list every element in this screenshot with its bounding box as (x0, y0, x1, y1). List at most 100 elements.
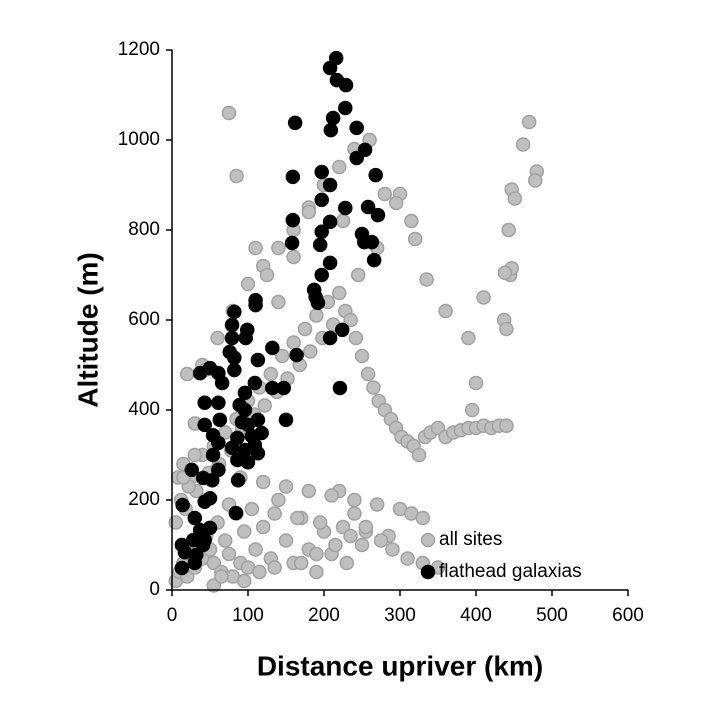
point (322, 60, 338, 76)
point (278, 533, 294, 548)
point (301, 204, 317, 220)
point (265, 340, 280, 356)
point (237, 402, 253, 418)
point (400, 551, 415, 566)
x-tick-label: 400 (460, 605, 492, 626)
legend-label: flathead galaxias (439, 561, 582, 582)
y-tick-label: 800 (128, 219, 160, 240)
point (217, 533, 233, 548)
point (309, 308, 324, 323)
point (250, 412, 266, 428)
point (175, 497, 190, 513)
point (464, 402, 480, 418)
point (407, 231, 423, 247)
point (415, 510, 431, 526)
point (411, 447, 427, 463)
y-axis-label: Altitude (m) (72, 252, 103, 408)
point (324, 488, 339, 503)
x-axis-label: Distance upriver (km) (257, 650, 543, 681)
point (476, 290, 491, 305)
point (212, 412, 228, 428)
point (314, 267, 329, 283)
point (187, 447, 203, 463)
point (227, 362, 242, 378)
point (322, 255, 338, 271)
point (240, 454, 256, 470)
point (338, 100, 353, 116)
point (202, 520, 218, 536)
point (338, 77, 354, 93)
point (369, 497, 385, 512)
point (247, 375, 263, 391)
point (210, 330, 225, 346)
point (331, 159, 347, 175)
y-tick-label: 1000 (118, 129, 160, 150)
point (274, 348, 290, 364)
point (192, 365, 208, 381)
point (230, 472, 246, 488)
point (343, 312, 358, 328)
point (224, 317, 240, 333)
point (202, 490, 218, 506)
point (205, 447, 221, 463)
point (284, 235, 300, 251)
point (335, 213, 351, 229)
point (252, 564, 267, 580)
point (179, 366, 195, 382)
point (236, 524, 252, 539)
point (248, 297, 263, 313)
point (461, 330, 476, 346)
point (263, 366, 279, 382)
point (285, 212, 301, 228)
point (349, 150, 364, 166)
point (322, 214, 338, 230)
point (325, 110, 341, 126)
point (501, 222, 516, 238)
point (347, 492, 362, 508)
point (174, 560, 190, 576)
point (314, 192, 329, 208)
point (267, 506, 282, 521)
point (528, 173, 543, 188)
y-tick-label: 200 (128, 489, 160, 510)
point (244, 501, 260, 517)
point (214, 375, 230, 391)
point (187, 510, 203, 526)
point (309, 564, 324, 580)
point (214, 569, 229, 584)
point (184, 462, 200, 478)
point (370, 207, 386, 223)
point (237, 385, 253, 401)
point (309, 546, 324, 562)
point (278, 412, 294, 428)
point (354, 537, 370, 553)
legend-marker (420, 532, 436, 548)
point (360, 366, 376, 382)
point (205, 472, 220, 488)
point (287, 115, 303, 131)
point (332, 380, 348, 396)
y-tick-label: 1200 (118, 39, 160, 60)
point (328, 537, 343, 553)
y-tick-label: 600 (128, 309, 160, 330)
point (271, 240, 286, 256)
legend-label: all sites (439, 529, 502, 550)
point (377, 186, 393, 202)
legend-marker (420, 564, 436, 580)
point (221, 546, 237, 562)
point (368, 167, 383, 183)
point (187, 555, 203, 571)
point (238, 330, 253, 346)
point (236, 573, 252, 589)
point (224, 330, 240, 346)
point (278, 479, 294, 494)
point (224, 440, 240, 456)
point (197, 532, 212, 548)
point (227, 350, 242, 366)
point (248, 240, 263, 256)
point (303, 344, 318, 359)
point (350, 267, 366, 283)
point (257, 398, 272, 413)
point (322, 330, 338, 346)
